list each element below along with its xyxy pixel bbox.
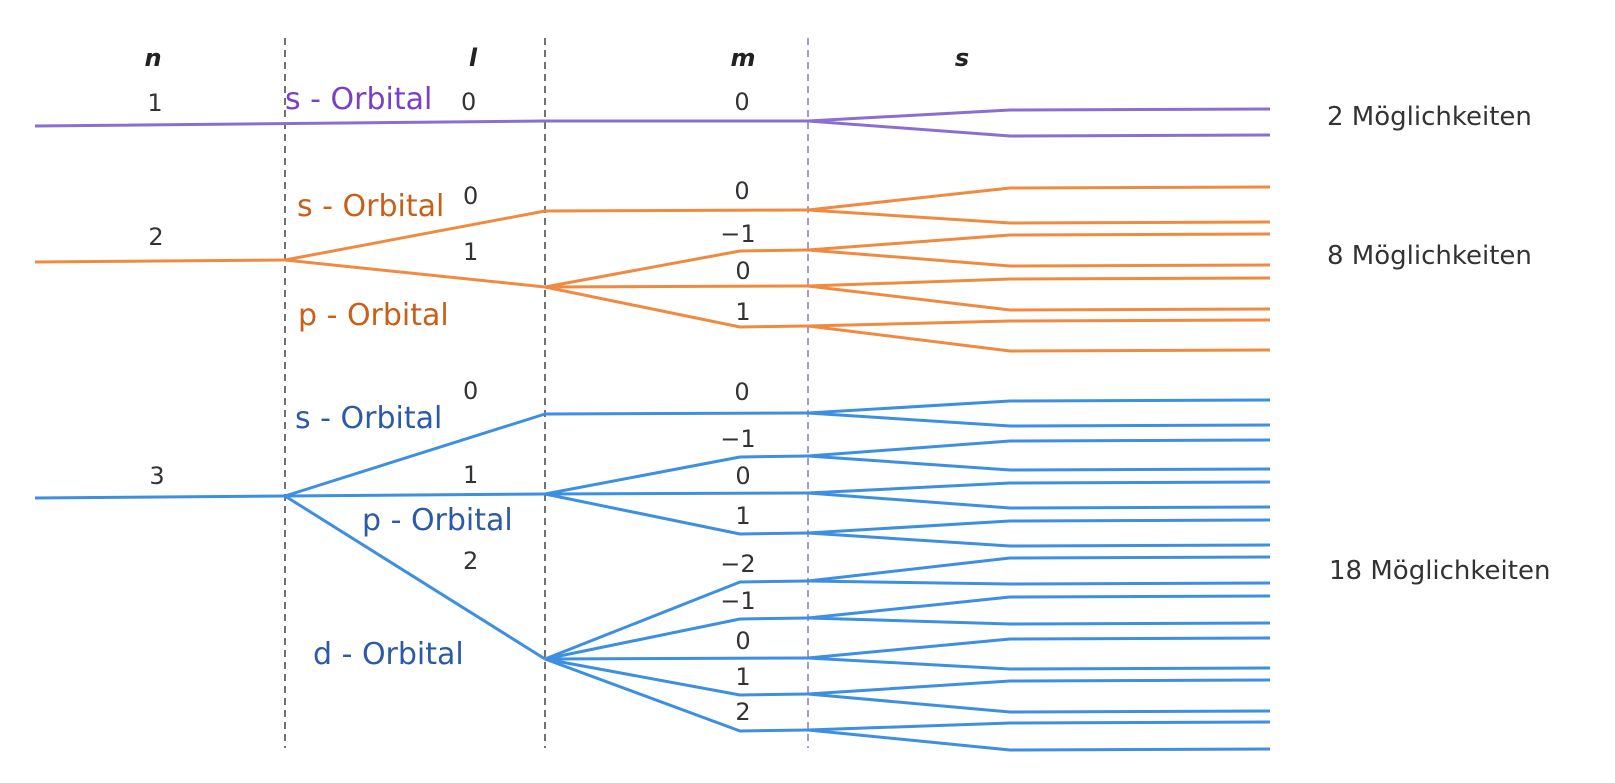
header-s: s xyxy=(955,44,969,72)
shell-2-p-orbital-label: p - Orbital xyxy=(298,298,449,333)
shell-3-spin-line xyxy=(807,636,1271,660)
shell-3-main-line xyxy=(34,494,286,500)
shell-2-p-l-value: 1 xyxy=(463,238,478,266)
shell-3-spin-line xyxy=(807,491,1271,510)
shell-3-spin-line xyxy=(807,594,1271,620)
shell-1 xyxy=(34,107,1271,138)
shell-3-spin-line xyxy=(807,398,1271,415)
shell-2-s-branch xyxy=(284,208,809,262)
shell-3-n-value: 3 xyxy=(149,462,164,490)
shell-3-p-m-value: 1 xyxy=(735,502,750,530)
shell-1-m-value: 0 xyxy=(734,88,749,116)
shell-3-d-m-value: 1 xyxy=(735,663,750,691)
shell-3-s-l-value: 0 xyxy=(463,377,478,405)
shell-2-spin-line xyxy=(807,324,1271,353)
shell-3-d-orbital-label: d - Orbital xyxy=(313,637,464,672)
shell-2-s-orbital-label: s - Orbital xyxy=(297,189,444,224)
shell-3-spin-line xyxy=(807,656,1271,671)
shell-2-p-m-value: 1 xyxy=(735,298,750,326)
shell-3-spin-line xyxy=(807,480,1271,495)
shell-3-p-l-value: 1 xyxy=(463,461,478,489)
shell-3-spin-line xyxy=(807,531,1271,548)
column-headers: n l m s xyxy=(144,44,969,72)
shell-1-main-line xyxy=(34,119,808,128)
shell-2-spin-line xyxy=(807,276,1271,288)
column-dividers xyxy=(284,38,809,748)
shell-3-p-m-value: −1 xyxy=(720,425,755,453)
shell-2-n-value: 2 xyxy=(148,223,163,251)
shell-3-spin-line xyxy=(807,555,1271,583)
shell-3-d-m-plus1 xyxy=(544,657,809,697)
header-l: l xyxy=(469,44,478,72)
shell-3-p-m-0 xyxy=(544,491,809,496)
shell-3-p-m-plus1 xyxy=(544,492,809,536)
shell-3-d-m-0 xyxy=(544,656,809,661)
shell-1-n-value: 1 xyxy=(147,89,162,117)
header-n: n xyxy=(144,44,161,72)
shell-3-s-orbital-label: s - Orbital xyxy=(295,401,442,436)
shell-3-spin-line xyxy=(807,616,1271,626)
shell-3-count-label: 18 Möglichkeiten xyxy=(1329,556,1550,586)
shell-3-spin-line xyxy=(807,454,1271,472)
shell-3-spin-line xyxy=(807,518,1271,535)
shell-2-spin-line xyxy=(807,232,1271,252)
shell-3-p-orbital-label: p - Orbital xyxy=(362,503,513,538)
shell-3-d-m-plus2 xyxy=(544,657,809,733)
shell-2-spin-line xyxy=(807,318,1271,328)
shell-3-d-m-value: 0 xyxy=(735,627,750,655)
shell-3-d-m-value: −1 xyxy=(720,587,755,615)
shell-3-spin-line xyxy=(807,438,1271,458)
shell-1-l-value: 0 xyxy=(461,88,476,116)
shell-3-spin-line xyxy=(807,728,1271,752)
shell-2-spin-line xyxy=(807,185,1271,212)
shell-3-d-m-minus1 xyxy=(544,616,809,661)
shell-3-p-m-minus1 xyxy=(544,454,809,496)
shell-2 xyxy=(34,185,1271,353)
shell-3-s-m-value: 0 xyxy=(734,378,749,406)
shell-3-spin-line xyxy=(807,411,1271,428)
shell-3-d-m-value: −2 xyxy=(720,550,755,578)
shell-2-p-m-plus1 xyxy=(544,285,809,329)
shell-2-spin-line xyxy=(807,284,1271,312)
shell-2-p-m-value: 0 xyxy=(735,257,750,285)
shell-3-d-l-value: 2 xyxy=(463,547,478,575)
shell-3-d-m-minus2 xyxy=(544,579,809,661)
shell-3-d-m-value: 2 xyxy=(735,698,750,726)
shell-3-p-m-value: 0 xyxy=(735,462,750,490)
shell-2-count-label: 8 Möglichkeiten xyxy=(1327,241,1532,271)
shell-2-p-m-value: −1 xyxy=(720,220,755,248)
shell-2-s-l-value: 0 xyxy=(463,182,478,210)
header-m: m xyxy=(730,44,755,72)
shell-1-spin-down xyxy=(807,119,1271,138)
shell-2-p-m-0 xyxy=(544,284,809,289)
shell-3-spin-line xyxy=(807,720,1271,732)
shell-2-main-line xyxy=(34,258,286,264)
shell-2-spin-line xyxy=(807,208,1271,225)
shell-2-spin-line xyxy=(807,248,1271,268)
shell-1-spin-up xyxy=(807,107,1271,123)
shell-3 xyxy=(34,398,1271,752)
shell-3-spin-line xyxy=(807,692,1271,714)
shell-1-s-orbital-label: s - Orbital xyxy=(285,82,432,117)
shell-2-p-branch xyxy=(284,258,546,289)
shell-3-p-branch xyxy=(284,492,546,498)
shell-2-s-m-value: 0 xyxy=(734,177,749,205)
shell-2-p-m-minus1 xyxy=(544,248,809,289)
shell-3-s-branch xyxy=(284,411,809,498)
shell-1-count-label: 2 Möglichkeiten xyxy=(1327,102,1532,132)
shell-3-spin-line xyxy=(807,579,1271,586)
shell-3-spin-line xyxy=(807,678,1271,696)
shell-3-d-branch xyxy=(284,494,546,661)
